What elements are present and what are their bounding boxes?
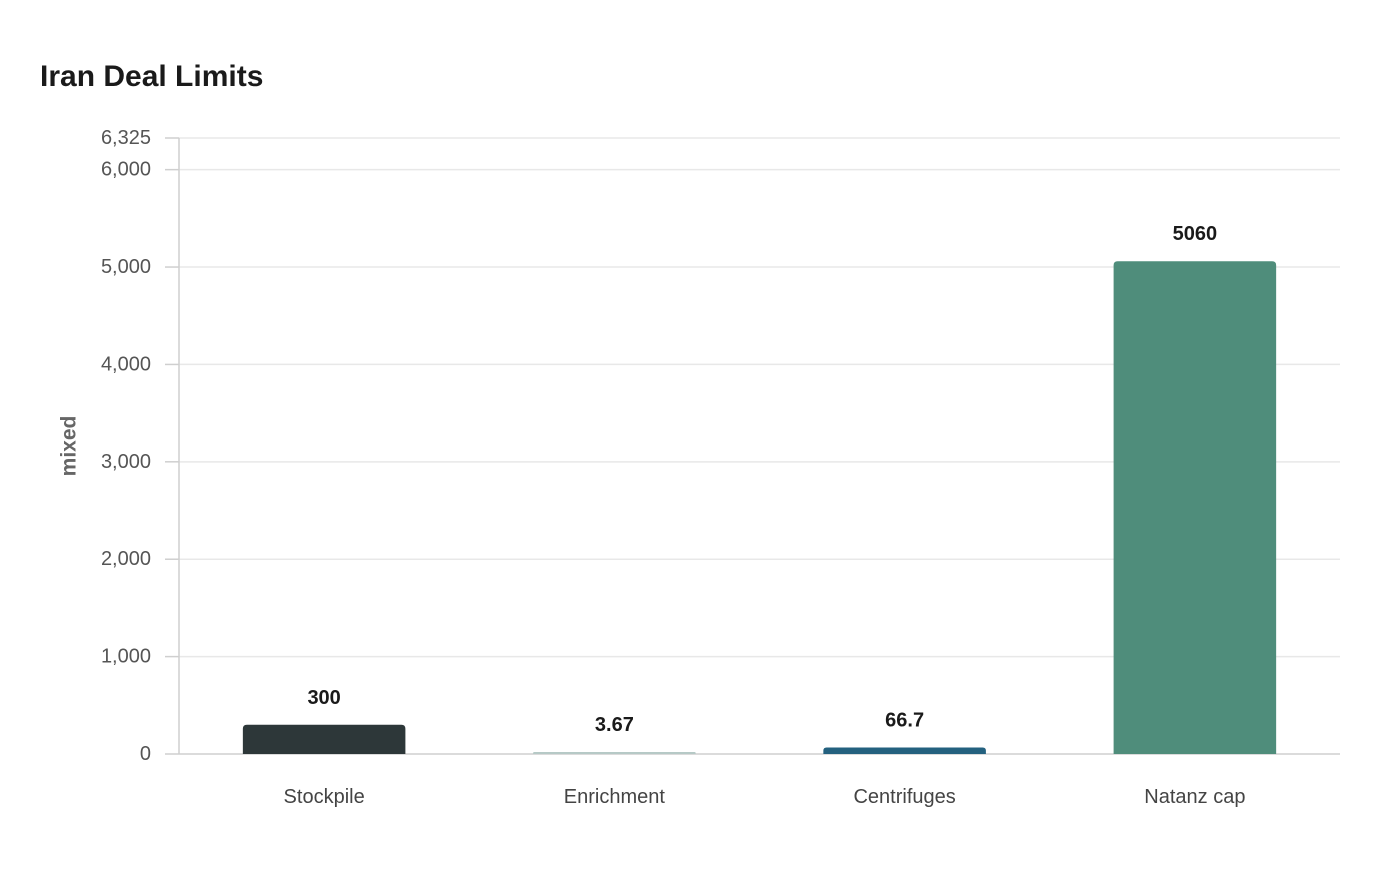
y-axis-title: mixed bbox=[58, 416, 81, 477]
y-tick-label: 6,325 bbox=[101, 127, 151, 149]
data-label: 3.67 bbox=[595, 714, 634, 736]
y-tick-label: 6,000 bbox=[101, 159, 151, 181]
y-tick-labels: 0 1,000 2,000 3,000 4,000 5,000 6,000 6,325 bbox=[101, 127, 179, 765]
x-tick-label: Centrifuges bbox=[853, 786, 955, 808]
x-tick-labels: Stockpile Enrichment Centrifuges Natanz cap bbox=[284, 786, 1246, 808]
data-label: 66.7 bbox=[885, 710, 924, 732]
y-tick-label: 0 bbox=[140, 743, 151, 765]
y-tick-label: 3,000 bbox=[101, 451, 151, 473]
gridlines bbox=[179, 137, 1340, 658]
data-label: 5060 bbox=[1173, 223, 1218, 245]
data-labels: 300 3.67 66.7 5060 bbox=[307, 223, 1217, 736]
bar-stockpile bbox=[242, 724, 406, 754]
bars bbox=[242, 261, 1277, 754]
chart-title: Iran Deal Limits bbox=[40, 60, 264, 93]
x-tick-label: Natanz cap bbox=[1144, 786, 1245, 808]
x-tick-label: Enrichment bbox=[564, 786, 666, 808]
data-label: 300 bbox=[307, 687, 340, 709]
y-tick-label: 5,000 bbox=[101, 256, 151, 278]
bar-natanz-cap bbox=[1113, 261, 1277, 754]
y-tick-label: 2,000 bbox=[101, 548, 151, 570]
x-tick-label: Stockpile bbox=[284, 786, 365, 808]
bar-enrichment bbox=[533, 752, 696, 754]
y-tick-label: 1,000 bbox=[101, 646, 151, 668]
y-tick-label: 4,000 bbox=[101, 353, 151, 375]
bar-centrifuges bbox=[823, 747, 986, 754]
